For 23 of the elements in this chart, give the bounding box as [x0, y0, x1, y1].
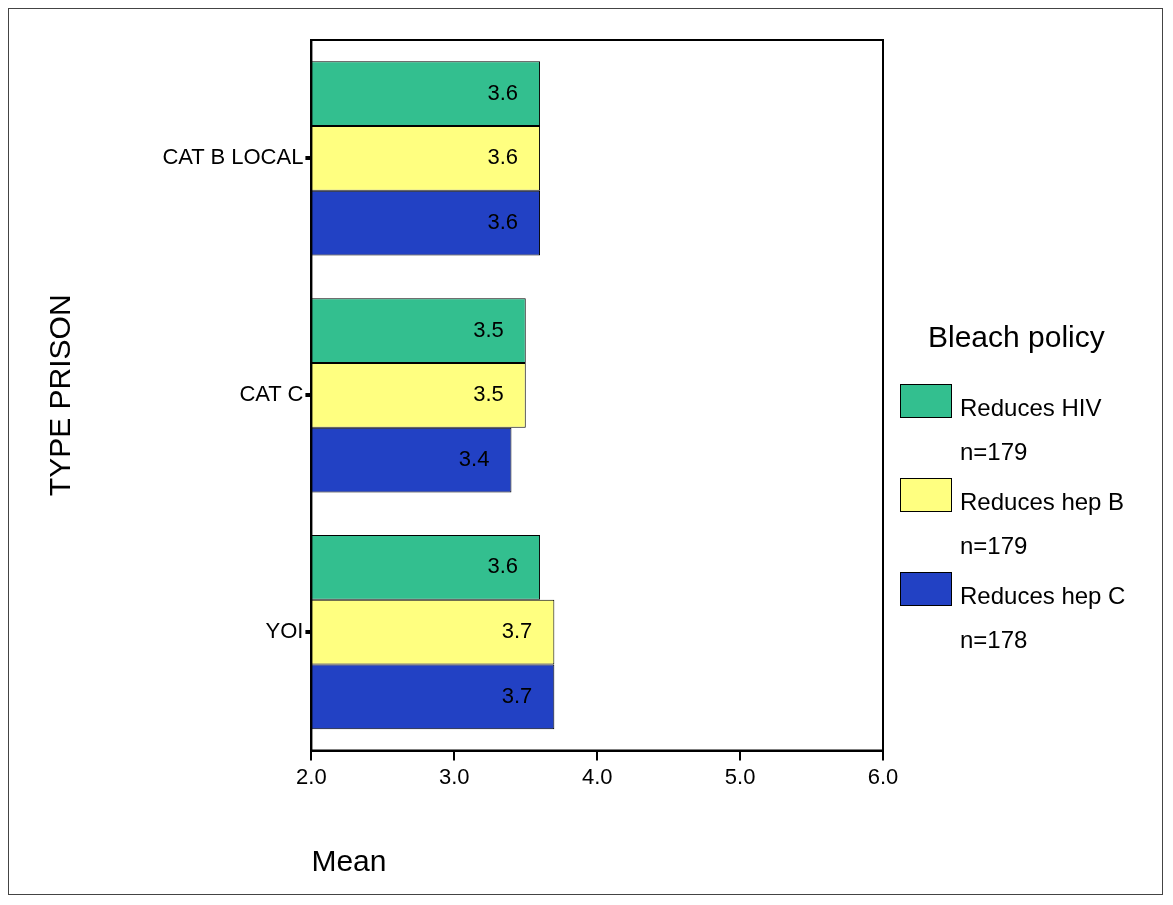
x-tick-label: 6.0	[867, 763, 899, 789]
x-tick-label: 5.0	[724, 763, 756, 789]
legend-label: Reduces hep B n=179	[960, 487, 1125, 561]
legend-label: Reduces hep C n=178	[960, 581, 1126, 655]
y-tick-label: CAT C	[239, 381, 304, 407]
data-label: 3.6	[487, 553, 519, 579]
y-tick-label: CAT B LOCAL	[162, 144, 304, 170]
data-label: 3.7	[501, 618, 533, 644]
x-tick-label: 4.0	[581, 763, 613, 789]
data-label: 3.6	[487, 209, 519, 235]
data-label: 3.4	[458, 446, 490, 472]
y-axis-title: TYPE PRISON	[43, 294, 77, 497]
x-tick-label: 2.0	[296, 763, 327, 789]
data-label: 3.6	[487, 79, 519, 105]
y-tick-label: YOI	[265, 618, 304, 644]
x-tick-label: 3.0	[439, 763, 470, 789]
legend-title: Bleach policy	[928, 320, 1106, 354]
data-label: 3.5	[473, 381, 504, 407]
x-axis-title: Mean	[311, 844, 387, 878]
data-label: 3.5	[473, 316, 504, 342]
legend-label: Reduces HIV n=179	[960, 393, 1102, 467]
data-label: 3.7	[501, 682, 533, 708]
data-label: 3.6	[487, 144, 519, 170]
